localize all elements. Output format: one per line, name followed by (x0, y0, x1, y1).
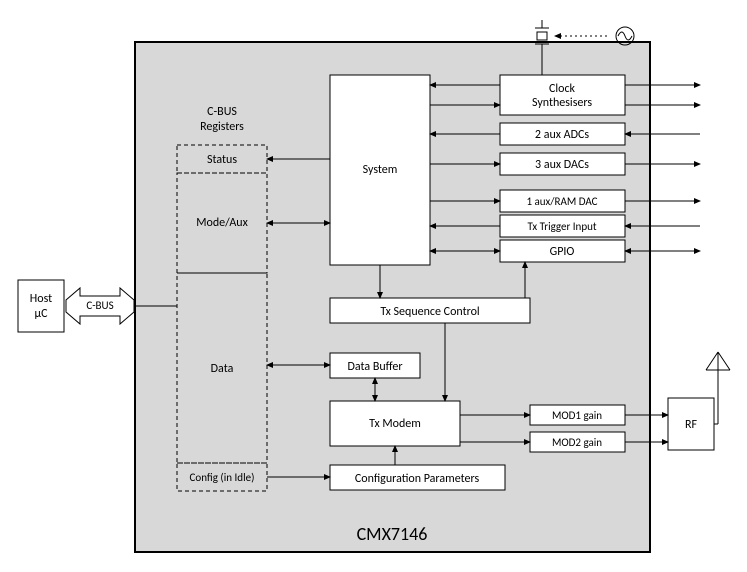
gpio-label: GPIO (550, 245, 575, 259)
reg-status-label: Status (207, 153, 237, 167)
clock-label-1: Clock (549, 82, 576, 96)
ramdac-label: 1 aux/RAM DAC (526, 195, 597, 208)
dac3-label: 3 aux DACs (535, 158, 589, 172)
reg-config-label: Config (in Idle) (190, 471, 255, 484)
txtrig-label: Tx Trigger Input (527, 220, 596, 233)
clock-label-2: Synthesisers (532, 96, 592, 110)
chip-title: CMX7146 (357, 523, 428, 545)
databuf-label: Data Buffer (347, 360, 402, 374)
cbus-arrow-label: C-BUS (86, 299, 113, 312)
diagram-canvas: CMX7146 C-BUS Registers Status Mode/Aux … (0, 0, 747, 572)
cbus-registers-title-2: Registers (200, 120, 244, 134)
adc-label: 2 aux ADCs (535, 128, 589, 142)
mod2-label: MOD2 gain (552, 436, 602, 449)
system-label: System (363, 163, 398, 177)
reg-modeaux-label: Mode/Aux (196, 216, 248, 230)
cbus-arrow: C-BUS (66, 288, 134, 324)
host-label-2: µC (35, 307, 49, 321)
rf-label: RF (685, 418, 698, 432)
config-label: Configuration Parameters (355, 472, 480, 486)
mod1-label: MOD1 gain (552, 409, 602, 422)
txseq-label: Tx Sequence Control (380, 305, 479, 319)
host-label-1: Host (30, 292, 52, 306)
txmodem-label: Tx Modem (369, 417, 421, 431)
cbus-registers-title-1: C-BUS (207, 105, 237, 119)
host-box (18, 280, 64, 332)
reg-data-label: Data (211, 362, 234, 376)
